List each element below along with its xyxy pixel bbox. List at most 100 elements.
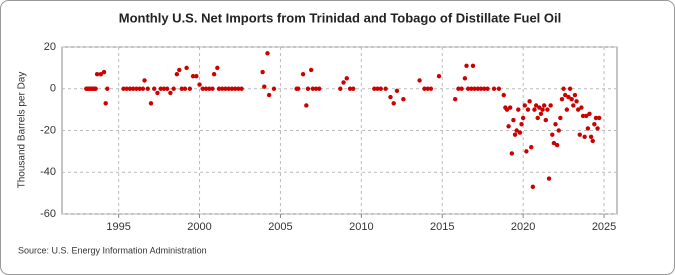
data-point — [504, 107, 510, 112]
data-point — [501, 92, 506, 98]
data-point — [580, 113, 586, 119]
data-point — [351, 86, 356, 91]
data-point — [239, 86, 244, 91]
data-point — [308, 67, 314, 73]
data-point — [459, 86, 464, 91]
data-point — [559, 96, 565, 102]
data-point — [561, 86, 566, 91]
data-point — [564, 107, 570, 112]
data-point — [524, 149, 529, 154]
data-point — [465, 86, 471, 91]
data-point — [190, 74, 196, 79]
data-point — [187, 86, 193, 91]
data-point — [300, 71, 306, 77]
data-point — [525, 107, 531, 112]
data-point — [164, 86, 170, 91]
data-point — [388, 94, 393, 100]
x-tick-label: 2015 — [430, 221, 454, 233]
data-point — [590, 138, 595, 144]
data-point — [546, 176, 552, 181]
data-point — [482, 86, 487, 91]
data-point — [470, 63, 476, 68]
data-point — [517, 130, 523, 135]
data-point — [142, 78, 147, 83]
data-point — [265, 51, 270, 56]
data-point — [168, 90, 173, 96]
chart-title: Monthly U.S. Net Imports from Trinidad a… — [119, 10, 562, 25]
data-point — [556, 128, 561, 133]
data-point — [550, 132, 555, 137]
data-point — [105, 86, 110, 91]
data-point — [472, 86, 477, 91]
data-point — [585, 126, 591, 131]
data-point — [554, 142, 560, 148]
data-point — [462, 76, 468, 81]
data-point — [203, 86, 209, 91]
data-point — [207, 86, 212, 91]
data-point — [137, 86, 142, 91]
data-point — [93, 86, 98, 91]
data-point — [127, 86, 133, 91]
data-point — [428, 86, 434, 91]
data-point — [535, 115, 540, 121]
data-point — [134, 86, 139, 91]
data-point — [527, 99, 532, 104]
x-tick-label: 2025 — [592, 221, 616, 233]
data-point — [223, 86, 228, 91]
x-tick-label: 2000 — [187, 221, 211, 233]
data-point — [563, 92, 568, 98]
data-point — [506, 124, 511, 129]
data-point — [179, 86, 184, 91]
data-point — [553, 122, 558, 127]
data-point — [182, 86, 188, 91]
data-point — [174, 71, 180, 77]
data-point — [98, 71, 104, 77]
data-point — [161, 86, 167, 91]
x-tick-label: 2005 — [268, 221, 292, 233]
data-point — [519, 122, 524, 127]
data-point — [152, 86, 157, 91]
data-point — [532, 107, 537, 112]
data-point — [558, 115, 563, 121]
data-point — [341, 80, 346, 85]
data-point — [394, 88, 400, 94]
data-point — [232, 86, 238, 91]
data-point — [509, 151, 515, 156]
data-point — [478, 86, 484, 91]
x-tick-label: 1995 — [106, 221, 130, 233]
data-point — [436, 74, 442, 79]
data-point — [140, 86, 146, 91]
data-point — [514, 128, 519, 133]
data-point — [566, 94, 571, 100]
data-point — [545, 107, 550, 112]
data-point — [520, 115, 526, 121]
data-point — [310, 86, 316, 91]
data-point — [101, 69, 107, 75]
data-point — [197, 82, 202, 87]
data-point — [567, 86, 573, 91]
data-point — [491, 86, 497, 91]
data-point — [262, 84, 267, 89]
data-point — [184, 65, 189, 71]
data-point — [94, 71, 100, 77]
data-point — [266, 92, 272, 98]
data-point — [338, 86, 343, 91]
y-tick-label: -20 — [40, 124, 56, 136]
data-point — [211, 71, 217, 77]
data-point — [577, 132, 582, 137]
data-point — [229, 86, 235, 91]
data-point — [215, 65, 220, 71]
data-point — [236, 86, 241, 91]
data-point — [533, 103, 539, 108]
data-point — [130, 86, 136, 91]
data-point — [452, 96, 458, 102]
data-point — [464, 63, 469, 68]
data-point — [538, 111, 544, 117]
data-point — [194, 74, 199, 79]
data-point — [456, 86, 461, 91]
data-point — [571, 103, 576, 108]
data-point — [592, 122, 597, 127]
data-point — [543, 117, 549, 123]
data-point — [548, 103, 553, 108]
